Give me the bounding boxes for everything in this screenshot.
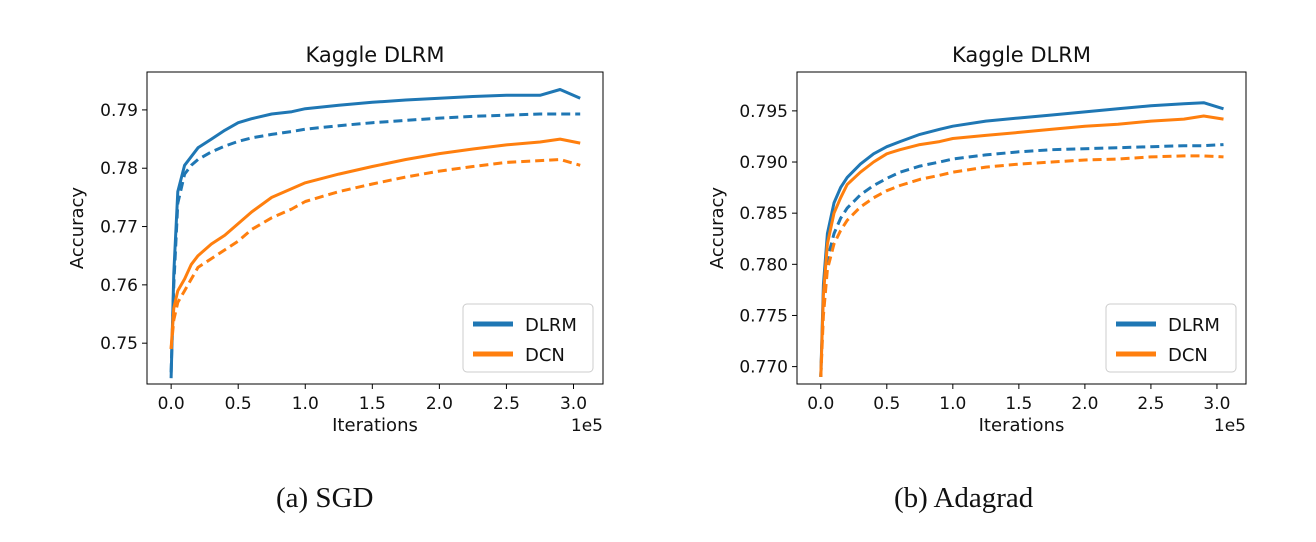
- sgd-series-dcn-dashed: [169, 158, 581, 350]
- adagrad-y-tick-label: 0.770: [739, 358, 788, 378]
- adagrad-y-tick-label: 0.790: [739, 153, 788, 173]
- adagrad-x-tick-label: 1.5: [1005, 394, 1032, 414]
- sgd-legend-label-dlrm: DLRM: [525, 315, 577, 336]
- adagrad-y-tick-label: 0.795: [739, 102, 788, 122]
- sgd-plot-frame: [146, 71, 604, 385]
- sgd-y-axis-label: Accuracy: [67, 187, 88, 270]
- sgd-x-tick-label: 2.5: [493, 394, 520, 414]
- adagrad-accuracy-chart: Kaggle DLRM 0.0 0.5 1.0 1.5 2.0 2.5 3.0 0.770 0.7…: [707, 43, 1247, 436]
- adagrad-series-dcn-dashed: [819, 154, 1224, 377]
- adagrad-y-axis-label: Accuracy: [707, 187, 728, 270]
- caption-adagrad: (b) Adagrad: [894, 482, 1034, 514]
- adagrad-y-tick-label: 0.780: [739, 255, 788, 275]
- sgd-accuracy-chart: Kaggle DLRM 0.0 0.5 1.0 1.5 2.0 2.5 3.0 0.75 0.76…: [67, 43, 604, 436]
- adagrad-y-tick-label: 0.775: [739, 306, 788, 326]
- adagrad-x-tick-label: 3.0: [1203, 394, 1230, 414]
- adagrad-chart-title: Kaggle DLRM: [952, 43, 1091, 67]
- adagrad-legend: DLRM DCN: [1105, 303, 1237, 373]
- sgd-y-tick-label: 0.75: [100, 334, 138, 354]
- adagrad-x-offset-text: 1e5: [1214, 416, 1246, 436]
- sgd-series-dcn-solid: [169, 137, 581, 350]
- sgd-y-tick-label: 0.79: [100, 101, 138, 121]
- sgd-x-tick-label: 3.0: [560, 394, 587, 414]
- adagrad-x-tick-label: 0.0: [807, 394, 834, 414]
- sgd-x-offset-text: 1e5: [571, 416, 603, 436]
- adagrad-x-tick-label: 2.0: [1071, 394, 1098, 414]
- sgd-x-tick-label: 0.5: [225, 394, 252, 414]
- sgd-y-tick-label: 0.76: [100, 276, 138, 296]
- sgd-legend-label-dcn: DCN: [525, 345, 565, 366]
- sgd-x-tick-label: 0.0: [158, 394, 185, 414]
- sgd-legend: DLRM DCN: [462, 303, 594, 373]
- sgd-y-tick-label: 0.78: [100, 159, 138, 179]
- adagrad-x-axis-label: Iterations: [979, 415, 1065, 436]
- adagrad-x-tick-label: 0.5: [873, 394, 900, 414]
- sgd-y-tick-label: 0.77: [100, 218, 138, 238]
- sgd-series-dlrm-solid: [169, 88, 581, 379]
- caption-sgd: (a) SGD: [276, 482, 374, 514]
- sgd-x-tick-label: 1.0: [292, 394, 319, 414]
- adagrad-legend-label-dcn: DCN: [1168, 345, 1208, 366]
- sgd-x-tick-label: 1.5: [359, 394, 386, 414]
- sgd-chart-title: Kaggle DLRM: [306, 43, 445, 67]
- adagrad-x-tick-label: 2.5: [1137, 394, 1164, 414]
- adagrad-series-dlrm-solid: [819, 101, 1224, 377]
- adagrad-legend-label-dlrm: DLRM: [1168, 315, 1220, 336]
- sgd-x-tick-label: 2.0: [426, 394, 453, 414]
- adagrad-plot-frame: [796, 71, 1247, 385]
- adagrad-series-dcn-solid: [819, 114, 1224, 377]
- adagrad-y-tick-label: 0.785: [739, 204, 788, 224]
- sgd-series-dlrm-dashed: [169, 112, 581, 373]
- sgd-x-axis-label: Iterations: [332, 415, 418, 436]
- adagrad-series-dlrm-dashed: [819, 143, 1224, 377]
- adagrad-x-tick-label: 1.0: [939, 394, 966, 414]
